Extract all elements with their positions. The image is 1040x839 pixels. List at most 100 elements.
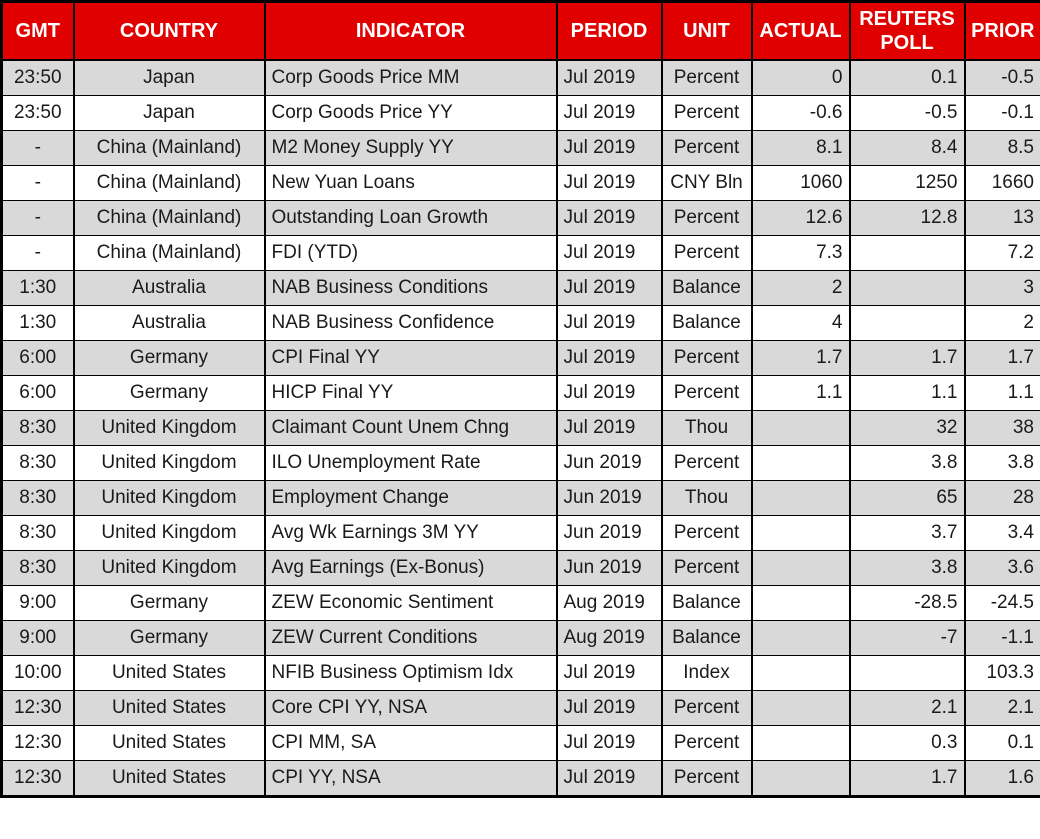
cell-prior: 38 [963, 410, 1040, 446]
cell-prior: 1660 [963, 165, 1040, 201]
cell-poll: 1.7 [848, 760, 966, 797]
cell-period: Aug 2019 [555, 620, 663, 656]
cell-poll: 3.8 [848, 445, 966, 481]
table-row: 10:00 United States NFIB Business Optimism… [0, 655, 1040, 691]
cell-gmt: - [0, 165, 75, 201]
cell-country: Japan [72, 95, 266, 131]
cell-period: Jun 2019 [555, 445, 663, 481]
cell-actual [750, 725, 851, 761]
cell-unit: Percent [660, 375, 753, 411]
cell-period: Jun 2019 [555, 480, 663, 516]
cell-actual [750, 480, 851, 516]
cell-actual [750, 515, 851, 551]
cell-gmt: 23:50 [0, 95, 75, 131]
column-header-gmt: GMT [0, 0, 75, 61]
cell-period: Jul 2019 [555, 270, 663, 306]
cell-actual [750, 620, 851, 656]
cell-gmt: 6:00 [0, 340, 75, 376]
cell-indicator: Corp Goods Price MM [263, 59, 558, 96]
table-row: 23:50 Japan Corp Goods Price MM Jul 2019 Per… [0, 59, 1040, 96]
cell-actual: 1060 [750, 165, 851, 201]
cell-period: Jul 2019 [555, 95, 663, 131]
cell-unit: Percent [660, 95, 753, 131]
cell-prior: 3 [963, 270, 1040, 306]
cell-poll: 1250 [848, 165, 966, 201]
column-header-poll: REUTERS POLL [848, 0, 966, 61]
cell-prior: 2 [963, 305, 1040, 341]
cell-indicator: Corp Goods Price YY [263, 95, 558, 131]
cell-actual: 0 [750, 59, 851, 96]
cell-actual [750, 760, 851, 797]
cell-poll: 65 [848, 480, 966, 516]
cell-actual [750, 410, 851, 446]
cell-country: United States [72, 690, 266, 726]
cell-period: Aug 2019 [555, 585, 663, 621]
cell-unit: Percent [660, 235, 753, 271]
cell-prior: 1.1 [963, 375, 1040, 411]
cell-gmt: 23:50 [0, 59, 75, 96]
cell-poll: 3.7 [848, 515, 966, 551]
cell-actual: 4 [750, 305, 851, 341]
cell-gmt: - [0, 200, 75, 236]
table-row: 1:30 Australia NAB Business Conditions Jul … [0, 270, 1040, 306]
cell-unit: Balance [660, 305, 753, 341]
cell-prior: 8.5 [963, 130, 1040, 166]
cell-indicator: NAB Business Conditions [263, 270, 558, 306]
cell-indicator: CPI MM, SA [263, 725, 558, 761]
table-row: 8:30 United Kingdom ILO Unemployment Rate J… [0, 445, 1040, 481]
cell-actual [750, 655, 851, 691]
cell-period: Jun 2019 [555, 515, 663, 551]
cell-indicator: CPI Final YY [263, 340, 558, 376]
table-row: 9:00 Germany ZEW Current Conditions Aug 201… [0, 620, 1040, 656]
cell-prior: -1.1 [963, 620, 1040, 656]
cell-poll: 0.3 [848, 725, 966, 761]
cell-prior: 3.4 [963, 515, 1040, 551]
table-row: 8:30 United Kingdom Avg Wk Earnings 3M YY J… [0, 515, 1040, 551]
table-row: 8:30 United Kingdom Avg Earnings (Ex-Bonus… [0, 550, 1040, 586]
cell-prior: -24.5 [963, 585, 1040, 621]
cell-period: Jul 2019 [555, 165, 663, 201]
table-row: 6:00 Germany CPI Final YY Jul 2019 Percent 1.… [0, 340, 1040, 376]
table-row: - China (Mainland) Outstanding Loan Growth… [0, 200, 1040, 236]
cell-prior: 13 [963, 200, 1040, 236]
cell-poll: 8.4 [848, 130, 966, 166]
cell-actual: 8.1 [750, 130, 851, 166]
cell-poll: 12.8 [848, 200, 966, 236]
cell-prior: 3.6 [963, 550, 1040, 586]
table-header: GMT COUNTRY INDICATOR PERIOD UNIT ACTUAL REUTE… [0, 0, 1040, 61]
cell-actual: 12.6 [750, 200, 851, 236]
cell-actual: 1.1 [750, 375, 851, 411]
cell-gmt: 8:30 [0, 480, 75, 516]
cell-indicator: Avg Wk Earnings 3M YY [263, 515, 558, 551]
cell-unit: Percent [660, 130, 753, 166]
cell-gmt: 8:30 [0, 550, 75, 586]
table-row: - China (Mainland) New Yuan Loans Jul 2019 C… [0, 165, 1040, 201]
cell-unit: Percent [660, 690, 753, 726]
cell-poll [848, 235, 966, 271]
cell-actual: 7.3 [750, 235, 851, 271]
cell-poll [848, 270, 966, 306]
cell-poll: 3.8 [848, 550, 966, 586]
cell-indicator: HICP Final YY [263, 375, 558, 411]
cell-actual: 2 [750, 270, 851, 306]
cell-unit: Balance [660, 270, 753, 306]
cell-indicator: NAB Business Confidence [263, 305, 558, 341]
cell-country: United Kingdom [72, 550, 266, 586]
cell-indicator: Core CPI YY, NSA [263, 690, 558, 726]
cell-gmt: 1:30 [0, 270, 75, 306]
cell-country: China (Mainland) [72, 200, 266, 236]
cell-period: Jul 2019 [555, 760, 663, 797]
cell-unit: Percent [660, 515, 753, 551]
cell-prior: 0.1 [963, 725, 1040, 761]
cell-period: Jul 2019 [555, 305, 663, 341]
cell-unit: Balance [660, 585, 753, 621]
table-row: 9:00 Germany ZEW Economic Sentiment Aug 201… [0, 585, 1040, 621]
cell-unit: Percent [660, 340, 753, 376]
cell-unit: Thou [660, 410, 753, 446]
table-row: 23:50 Japan Corp Goods Price YY Jul 2019 Per… [0, 95, 1040, 131]
cell-period: Jul 2019 [555, 655, 663, 691]
cell-prior: 1.6 [963, 760, 1040, 797]
cell-unit: Thou [660, 480, 753, 516]
cell-prior: 7.2 [963, 235, 1040, 271]
table-row: 8:30 United Kingdom Claimant Count Unem Ch… [0, 410, 1040, 446]
